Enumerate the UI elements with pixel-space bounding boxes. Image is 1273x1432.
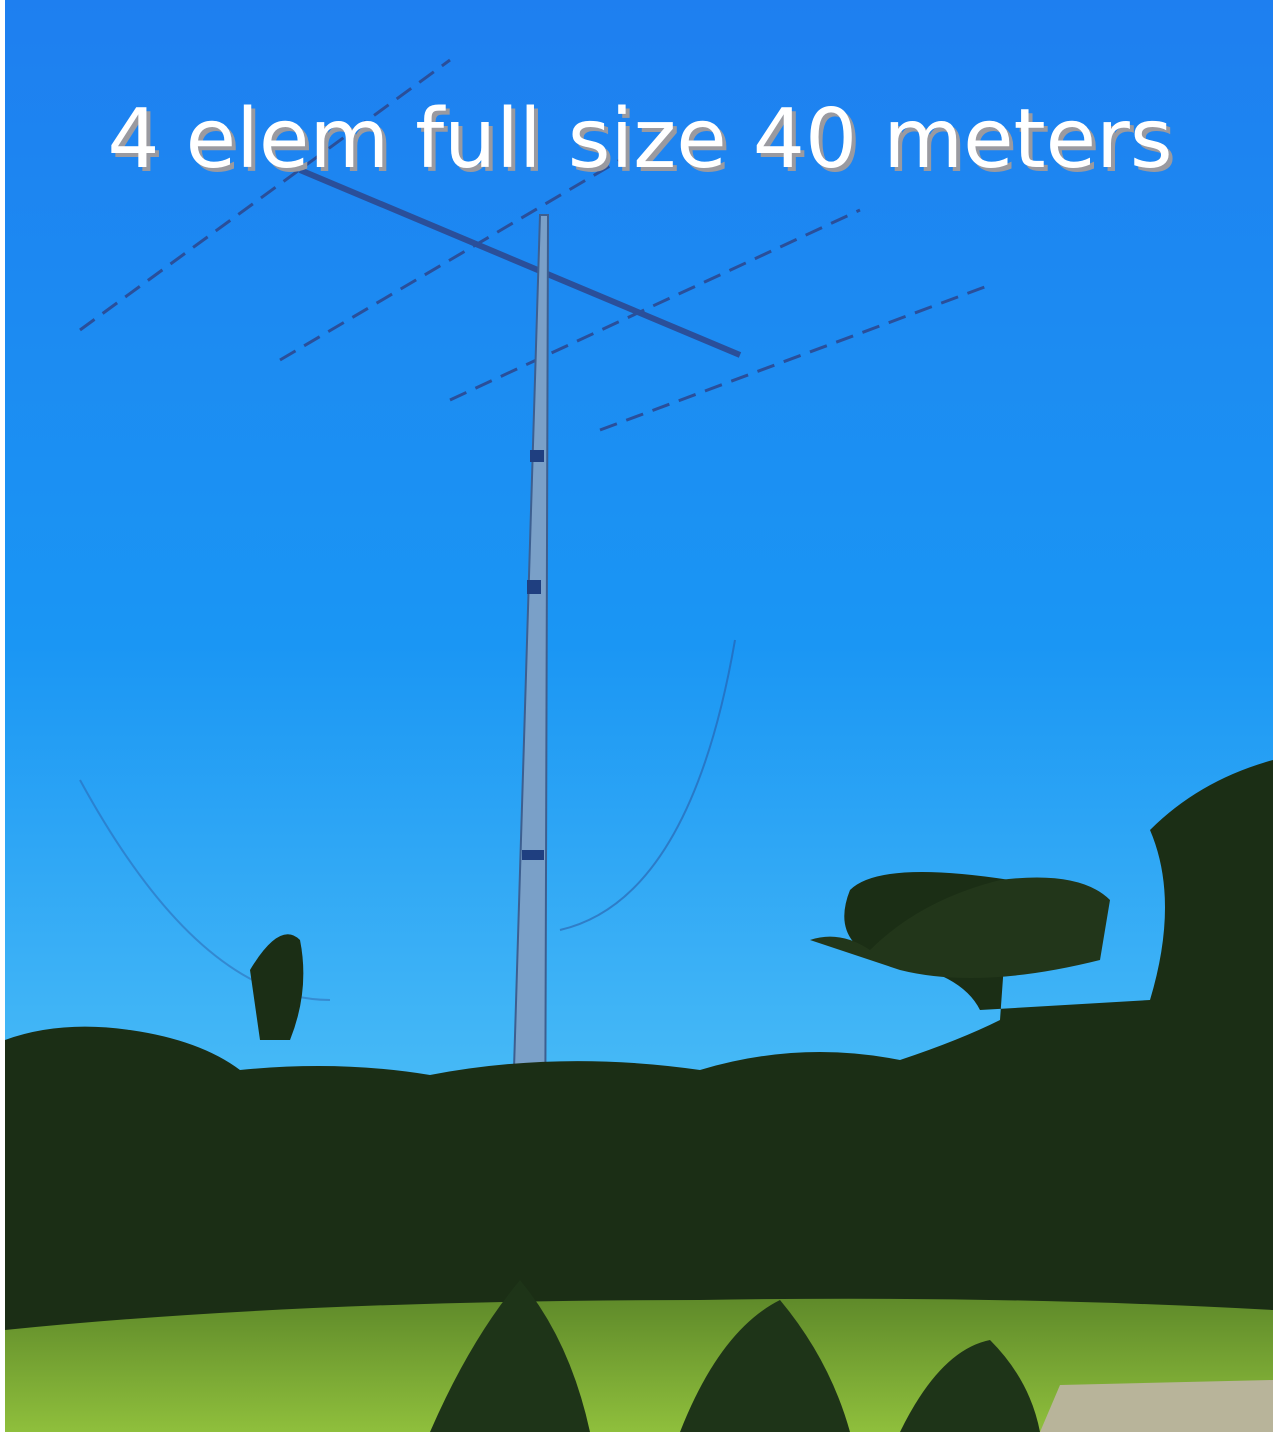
path [1040, 1380, 1273, 1432]
caption: 4 elem full size 40 meters [107, 92, 1172, 187]
photo: 4 elem full size 40 meters 4 elem full s… [0, 0, 1273, 1432]
